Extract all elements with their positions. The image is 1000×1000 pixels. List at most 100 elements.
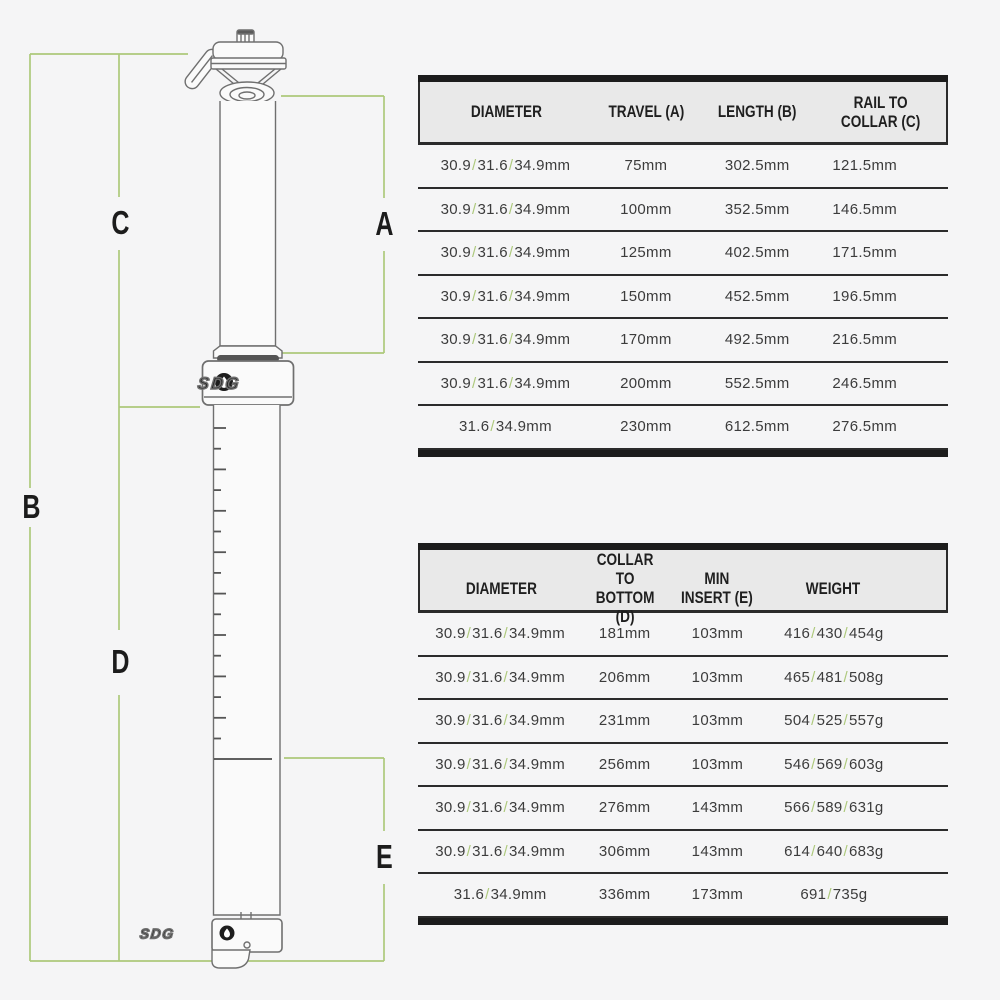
- collar-to-bottom-cell: 306mm: [598, 842, 651, 860]
- upper-tube: [212, 101, 283, 359]
- diameter-cell: 30.9 / 31.6 / 34.9mm: [440, 287, 571, 305]
- table-row: 30.9 / 31.6 / 34.9mm 100mm 352.5mm 146.5…: [418, 189, 948, 232]
- travel-cell: 75mm: [624, 157, 668, 175]
- header-diameter: DIAMETER: [471, 102, 543, 122]
- table-row: 30.9 / 31.6 / 34.9mm 125mm 402.5mm 171.5…: [418, 232, 948, 276]
- table-row: 30.9 / 31.6 / 34.9mm 306mm 143mm 614 / 6…: [418, 831, 948, 874]
- length-cell: 612.5mm: [724, 418, 790, 436]
- collar-logo-text: SDG: [197, 374, 242, 393]
- table-row: 30.9 / 31.6 / 34.9mm 75mm 302.5mm 121.5m…: [418, 145, 948, 189]
- diameter-cell: 30.9 / 31.6 / 34.9mm: [440, 374, 571, 392]
- travel-length-spec-table: DIAMETER TRAVEL (A) LENGTH (B) RAIL TO C…: [418, 75, 948, 457]
- dimension-label-e: E: [376, 838, 393, 875]
- rail-to-collar-cell: 216.5mm: [832, 331, 898, 349]
- rail-to-collar-cell: 146.5mm: [832, 200, 898, 218]
- table-row: 30.9 / 31.6 / 34.9mm 256mm 103mm 546 / 5…: [418, 744, 948, 787]
- dimension-label-d: D: [111, 643, 129, 680]
- rail-to-collar-cell: 246.5mm: [832, 374, 898, 392]
- diameter-cell: 30.9 / 31.6 / 34.9mm: [435, 842, 566, 860]
- diameter-cell: 30.9 / 31.6 / 34.9mm: [435, 625, 566, 643]
- travel-cell: 200mm: [620, 374, 672, 392]
- table-header-row: DIAMETER COLLAR TO BOTTOM (D) MIN INSERT…: [418, 550, 948, 626]
- weight-cell: 465 / 481 / 508g: [784, 668, 884, 686]
- min-insert-cell: 103mm: [691, 755, 744, 773]
- rail-to-collar-cell: 276.5mm: [832, 418, 898, 436]
- length-cell: 402.5mm: [724, 244, 790, 262]
- rail-to-collar-cell: 171.5mm: [832, 244, 898, 262]
- collar-to-bottom-cell: 256mm: [598, 755, 651, 773]
- weight-cell: 566 / 589 / 631g: [784, 799, 884, 817]
- length-cell: 492.5mm: [724, 331, 790, 349]
- travel-cell: 150mm: [620, 287, 672, 305]
- header-diameter: DIAMETER: [466, 578, 538, 598]
- min-insert-cell: 143mm: [691, 842, 744, 860]
- diameter-cell: 30.9 / 31.6 / 34.9mm: [435, 799, 566, 817]
- length-cell: 352.5mm: [724, 200, 790, 218]
- table-row: 30.9 / 31.6 / 34.9mm 276mm 143mm 566 / 5…: [418, 787, 948, 831]
- collar-to-bottom-cell: 206mm: [598, 668, 651, 686]
- seatpost-body: SDG: [138, 29, 295, 969]
- table-row: 30.9 / 31.6 / 34.9mm 200mm 552.5mm 246.5…: [418, 363, 948, 406]
- table-bottom-bar: [418, 917, 948, 925]
- length-cell: 302.5mm: [724, 157, 790, 175]
- cable-actuator-foot: [211, 949, 251, 969]
- table-top-bar: [418, 75, 948, 82]
- table-row: 30.9 / 31.6 / 34.9mm 206mm 103mm 465 / 4…: [418, 657, 948, 700]
- weight-cell: 546 / 569 / 603g: [784, 755, 884, 773]
- travel-cell: 170mm: [620, 331, 672, 349]
- rail-to-collar-cell: 196.5mm: [832, 287, 898, 305]
- length-cell: 452.5mm: [724, 287, 790, 305]
- weight-cell: 416 / 430 / 454g: [784, 625, 884, 643]
- diameter-cell: 30.9 / 31.6 / 34.9mm: [435, 712, 566, 730]
- clamp-bolt: [236, 29, 255, 44]
- dropper-collar: SDG: [196, 355, 295, 406]
- diameter-cell: 30.9 / 31.6 / 34.9mm: [440, 331, 571, 349]
- header-collar-to-bottom: COLLAR TO BOTTOM (D): [595, 550, 655, 627]
- length-cell: 552.5mm: [724, 374, 790, 392]
- table-row: 30.9 / 31.6 / 34.9mm 181mm 103mm 416 / 4…: [418, 613, 948, 657]
- depth-tick-marks: [214, 427, 226, 740]
- table-row: 30.9 / 31.6 / 34.9mm 170mm 492.5mm 216.5…: [418, 319, 948, 363]
- header-weight: WEIGHT: [805, 578, 860, 598]
- collar-to-bottom-cell: 231mm: [598, 712, 651, 730]
- dimension-label-b: B: [22, 488, 40, 525]
- diameter-cell: 30.9 / 31.6 / 34.9mm: [440, 200, 571, 218]
- weight-cell: 691 / 735g: [800, 886, 868, 904]
- bottom-logo-text: SDG: [139, 926, 175, 942]
- header-min-insert: MIN INSERT (E): [681, 569, 754, 608]
- diameter-cell: 31.6 / 34.9mm: [459, 418, 552, 436]
- diameter-cell: 30.9 / 31.6 / 34.9mm: [440, 157, 571, 175]
- min-insert-cell: 103mm: [691, 668, 744, 686]
- diameter-cell: 30.9 / 31.6 / 34.9mm: [435, 755, 566, 773]
- table-row: 31.6 / 34.9mm 230mm 612.5mm 276.5mm: [418, 406, 948, 450]
- travel-cell: 125mm: [620, 244, 672, 262]
- min-insert-cell: 103mm: [691, 712, 744, 730]
- seatpost-illustration: SDG: [29, 29, 385, 969]
- lower-tube: [212, 405, 281, 916]
- table-row: 30.9 / 31.6 / 34.9mm 150mm 452.5mm 196.5…: [418, 276, 948, 319]
- collar-to-bottom-cell: 181mm: [598, 625, 651, 643]
- table-header-row: DIAMETER TRAVEL (A) LENGTH (B) RAIL TO C…: [418, 82, 948, 145]
- header-travel: TRAVEL (A): [608, 102, 685, 122]
- collar-to-bottom-cell: 276mm: [598, 799, 651, 817]
- dimension-label-c: C: [111, 204, 129, 241]
- min-insert-cell: 143mm: [691, 799, 744, 817]
- rail-to-collar-cell: 121.5mm: [832, 157, 898, 175]
- dimension-lines: [29, 53, 385, 962]
- collar-to-bottom-cell: 336mm: [598, 886, 651, 904]
- dimension-label-a: A: [375, 205, 393, 242]
- bottom-cap: SDG: [138, 912, 283, 969]
- saddle-clamp-head: [210, 41, 287, 90]
- table-top-bar: [418, 543, 948, 550]
- travel-cell: 100mm: [620, 200, 672, 218]
- insert-weight-spec-table: DIAMETER COLLAR TO BOTTOM (D) MIN INSERT…: [418, 543, 948, 925]
- seal-cone: [219, 81, 275, 105]
- table-row: 30.9 / 31.6 / 34.9mm 231mm 103mm 504 / 5…: [418, 700, 948, 744]
- table-row: 31.6 / 34.9mm 336mm 173mm 691 / 735g: [418, 874, 948, 918]
- weight-cell: 614 / 640 / 683g: [784, 842, 884, 860]
- weight-cell: 504 / 525 / 557g: [784, 712, 884, 730]
- min-insert-cell: 103mm: [691, 625, 744, 643]
- header-rail-to-collar: RAIL TO COLLAR (C): [840, 92, 920, 131]
- header-length: LENGTH (B): [717, 102, 796, 122]
